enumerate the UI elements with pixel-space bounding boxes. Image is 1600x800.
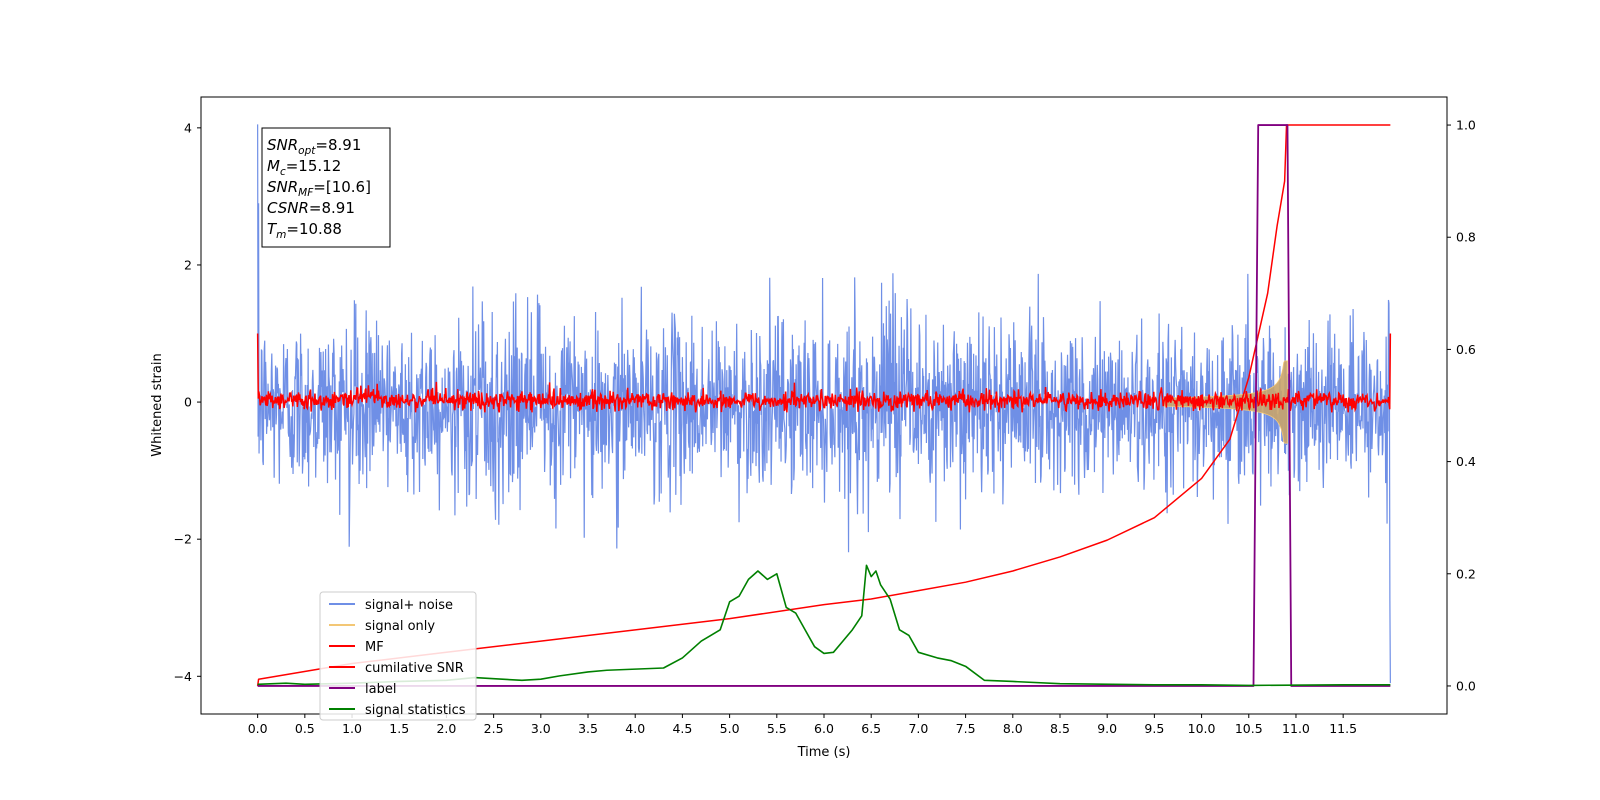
y-axis-label: Whitened strain <box>150 353 165 456</box>
legend-item: cumilative SNR <box>329 661 464 676</box>
y-left-tick-label: −2 <box>174 532 192 547</box>
series-signal-statistics-line <box>257 564 1391 687</box>
legend-label: label <box>365 682 396 697</box>
x-tick-label: 5.0 <box>720 721 740 736</box>
y-right-tick-label: 0.2 <box>1456 566 1476 581</box>
legend-label: MF <box>365 640 384 655</box>
x-tick-label: 6.0 <box>814 721 834 736</box>
x-tick-label: 5.5 <box>767 721 787 736</box>
y-right-tick-label: 0.8 <box>1456 230 1476 245</box>
x-tick-label: 10.0 <box>1188 721 1216 736</box>
x-tick-label: 0.0 <box>248 721 268 736</box>
series-signal-noise-line <box>257 124 1391 684</box>
x-tick-label: 3.5 <box>578 721 598 736</box>
y-left-tick-label: −4 <box>174 669 192 684</box>
series-label-line <box>257 124 1391 687</box>
y-right-tick-label: 1.0 <box>1456 118 1476 133</box>
y-right-tick-label: 0.0 <box>1456 678 1476 693</box>
y-left-tick-label: 0 <box>184 395 192 410</box>
x-tick-label: 9.0 <box>1097 721 1117 736</box>
legend-item: MF <box>329 640 384 655</box>
x-tick-label: 1.5 <box>389 721 409 736</box>
legend-item: label <box>329 682 396 697</box>
y-left-tick-label: 4 <box>184 120 192 135</box>
y-left-tick-label: 2 <box>184 257 192 272</box>
x-tick-label: 7.5 <box>956 721 976 736</box>
y-right-tick-label: 0.4 <box>1456 454 1476 469</box>
x-tick-label: 7.0 <box>908 721 928 736</box>
legend: signal+ noise signal only MF cumilative SNR… <box>319 591 477 721</box>
x-tick-label: 2.0 <box>436 721 456 736</box>
x-tick-label: 2.5 <box>484 721 504 736</box>
x-tick-label: 9.5 <box>1144 721 1164 736</box>
x-tick-label: 1.0 <box>342 721 362 736</box>
x-tick-label: 8.5 <box>1050 721 1070 736</box>
annotation-line: SNRopt=8.91 <box>267 136 361 157</box>
x-tick-label: 4.5 <box>672 721 692 736</box>
axes-ticks: 0.0 0.5 1.0 1.5 2.0 2.5 3.0 3.5 4.0 4.5 5.0 5.5 6.0 6… <box>174 118 1476 736</box>
legend-label: signal only <box>365 619 435 634</box>
series-signal-only-area <box>1163 360 1288 444</box>
legend-item: signal only <box>329 619 435 634</box>
x-tick-label: 8.0 <box>1003 721 1023 736</box>
x-axis-label: Time (s) <box>797 745 851 760</box>
series-mf-line <box>256 333 1392 413</box>
annotation-line: Mc=15.12 <box>267 157 341 178</box>
x-tick-label: 4.0 <box>625 721 645 736</box>
annotation-frame <box>261 127 391 248</box>
annotation-box: SNRopt=8.91Mc=15.12SNRMF=[10.6]CSNR=8.91… <box>261 127 391 248</box>
legend-label: cumilative SNR <box>365 661 464 676</box>
plot-area <box>256 124 1392 687</box>
x-tick-label: 11.5 <box>1329 721 1357 736</box>
x-tick-label: 11.0 <box>1282 721 1310 736</box>
legend-frame <box>319 591 477 721</box>
y-right-tick-label: 0.6 <box>1456 342 1476 357</box>
legend-label: signal+ noise <box>365 598 453 613</box>
annotation-line: Tm=10.88 <box>267 220 342 241</box>
legend-item: signal statistics <box>329 703 466 718</box>
x-tick-label: 10.5 <box>1235 721 1263 736</box>
x-tick-label: 3.0 <box>531 721 551 736</box>
series-cumulative-snr-line <box>256 124 1391 687</box>
x-tick-label: 6.5 <box>861 721 881 736</box>
legend-item: signal+ noise <box>329 598 453 613</box>
x-tick-label: 0.5 <box>295 721 315 736</box>
annotation-line: SNRMF=[10.6] <box>267 178 371 199</box>
annotation-line: CSNR=8.91 <box>267 199 355 217</box>
legend-label: signal statistics <box>365 703 466 718</box>
